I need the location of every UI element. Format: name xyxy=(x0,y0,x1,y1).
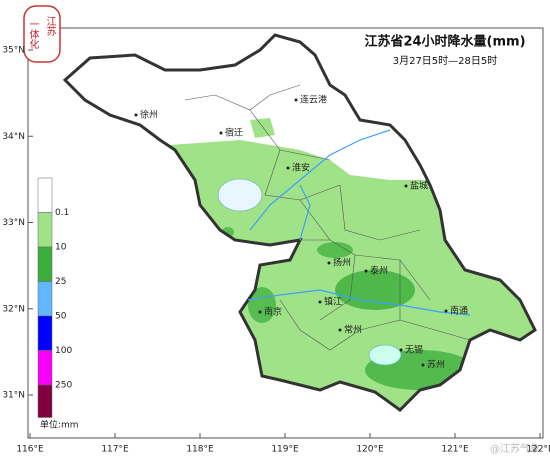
city-dot xyxy=(134,113,138,117)
lat-label: 32°N xyxy=(2,304,25,314)
lon-label: 118°E xyxy=(186,445,214,455)
city-dot xyxy=(286,166,290,170)
city-dot xyxy=(338,328,342,332)
lat-label: 31°N xyxy=(2,391,25,401)
lon-label: 119°E xyxy=(271,445,299,455)
lon-label: 116°E xyxy=(16,445,44,455)
taihu-lake xyxy=(368,344,402,366)
title: 江苏省24小时降水量(mm) xyxy=(364,34,525,50)
city-dot xyxy=(444,309,448,313)
city-dot xyxy=(399,348,403,352)
logo-badge xyxy=(23,5,61,63)
legend-label: 0.1 xyxy=(55,208,69,218)
city-dot xyxy=(258,310,262,314)
city-dot xyxy=(421,363,425,367)
city-label: 无锡 xyxy=(405,345,423,356)
city-label: 常州 xyxy=(344,324,362,336)
rivers xyxy=(247,129,471,316)
legend-unit: 单位:mm xyxy=(40,419,79,431)
lon-label: 120°E xyxy=(356,445,384,455)
city-label: 泰州 xyxy=(370,265,388,277)
logo-text: 一体化 xyxy=(27,19,39,49)
lat-label: 34°N xyxy=(2,132,25,142)
city-dot xyxy=(294,98,298,102)
city-label: 南通 xyxy=(450,305,468,317)
city-label: 淮安 xyxy=(292,162,310,174)
city-label: 苏州 xyxy=(427,359,445,371)
subtitle: 3月27日5时—28日5时 xyxy=(393,55,498,67)
lat-label: 33°N xyxy=(2,218,25,228)
legend-swatch xyxy=(37,281,53,317)
city-label: 宿迁 xyxy=(225,127,243,139)
legend-label: 10 xyxy=(55,243,67,253)
legend-swatch xyxy=(37,177,53,213)
legend-swatch xyxy=(37,350,53,386)
city-dot xyxy=(404,184,408,188)
legend-label: 250 xyxy=(55,381,72,391)
city-label: 南京 xyxy=(264,306,282,318)
city-dot xyxy=(219,131,223,135)
city-dot xyxy=(364,269,368,273)
lat-label: 35°N xyxy=(2,46,25,56)
city-dot xyxy=(318,300,322,304)
lon-label: 117°E xyxy=(101,445,129,455)
city-label: 扬州 xyxy=(333,257,351,269)
lon-label: 121°E xyxy=(441,445,469,455)
legend-label: 100 xyxy=(55,346,72,356)
legend-swatch xyxy=(37,315,53,351)
legend-label: 25 xyxy=(55,277,66,287)
watermark: @江苏气象 xyxy=(490,442,540,455)
lon-label: 122°E xyxy=(526,445,550,455)
city-dot xyxy=(327,261,331,265)
logo-text: 江苏 xyxy=(44,16,56,37)
city-borders xyxy=(184,84,471,351)
legend-swatch xyxy=(37,212,53,248)
city-label: 镇江 xyxy=(324,296,342,308)
city-label: 连云港 xyxy=(300,94,327,106)
logo: 一体化 江苏 xyxy=(23,5,61,63)
hongze-lake xyxy=(217,178,263,212)
city-label: 盐城 xyxy=(410,180,428,192)
legend-swatch xyxy=(37,384,53,418)
legend-swatch xyxy=(37,246,53,282)
legend-label: 50 xyxy=(55,312,67,322)
city-label: 徐州 xyxy=(140,109,158,121)
